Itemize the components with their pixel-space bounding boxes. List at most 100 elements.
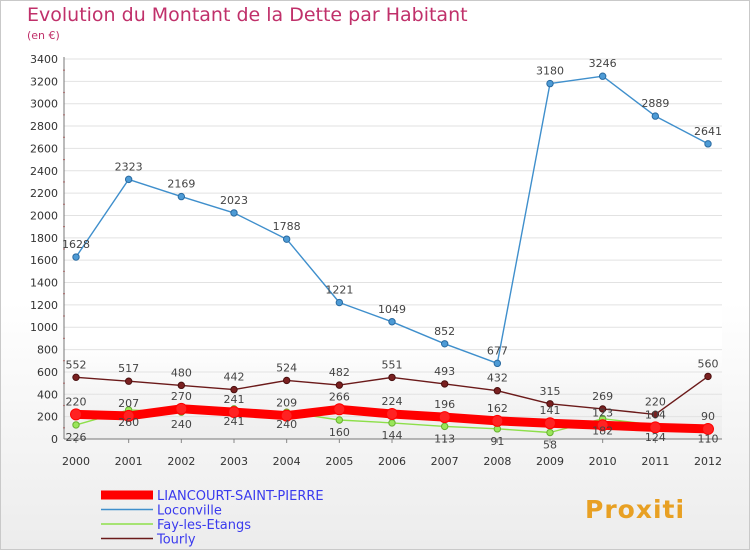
data-label: 677 — [487, 344, 508, 357]
data-point — [335, 381, 344, 389]
data-point — [493, 387, 502, 395]
data-label: 141 — [540, 404, 561, 417]
data-label: 551 — [382, 358, 403, 371]
data-label: 207 — [118, 397, 139, 410]
data-point — [177, 192, 186, 201]
data-label: 3180 — [536, 65, 564, 78]
data-label: 2641 — [694, 125, 722, 138]
data-point — [282, 235, 291, 243]
data-label: 220 — [66, 395, 87, 408]
data-label: 1788 — [273, 220, 301, 233]
data-point — [388, 373, 396, 382]
chart-title: Evolution du Montant de la Dette par Hab… — [27, 4, 468, 26]
data-label: 90 — [701, 410, 715, 423]
data-label: 552 — [66, 358, 87, 371]
legend: LIANCOURT-SAINT-PIERRELoconvilleFay-les-… — [101, 489, 324, 548]
x-tick-label: 2011 — [641, 455, 669, 468]
data-label: 432 — [487, 372, 508, 385]
x-tick-label: 2006 — [378, 455, 406, 468]
data-label: 160 — [329, 426, 350, 439]
data-label: 266 — [329, 390, 350, 403]
data-point — [546, 400, 554, 408]
plot-background — [64, 59, 722, 439]
y-tick-label: 600 — [37, 366, 58, 379]
data-point — [649, 421, 662, 434]
series-layer — [70, 72, 714, 437]
data-label: 196 — [434, 398, 455, 411]
data-label: 1221 — [325, 284, 353, 297]
legend-label: Fay-les-Etangs — [157, 518, 251, 533]
data-label: 240 — [171, 418, 192, 431]
y-tick-label: 2200 — [30, 187, 58, 200]
y-tick-label: 1200 — [30, 299, 58, 312]
axes: 0 200 400 600 800 1000 1200 1400 1600 1800 2000 220… — [30, 53, 722, 468]
data-label: 480 — [171, 366, 192, 379]
data-label: 1628 — [62, 238, 90, 251]
data-point — [440, 422, 449, 431]
data-labels: 220 207 270 241 209 266 224 196 162 141 123 104 90 16… — [62, 57, 722, 451]
data-label: 144 — [382, 429, 403, 442]
data-point — [175, 402, 188, 415]
y-tick-label: 2000 — [30, 209, 58, 222]
data-point — [230, 385, 238, 394]
data-label: 560 — [698, 357, 719, 370]
data-label: 260 — [118, 416, 139, 429]
data-label: 524 — [276, 361, 297, 374]
x-tick-label: 2002 — [167, 455, 195, 468]
data-point — [280, 409, 293, 422]
data-point — [228, 406, 240, 419]
gridlines — [64, 58, 722, 440]
data-point — [596, 419, 609, 432]
data-point — [335, 416, 344, 424]
legend-label: LIANCOURT-SAINT-PIERRE — [157, 489, 324, 504]
x-tick-label: 2008 — [483, 455, 511, 468]
x-tick-label: 2000 — [62, 455, 90, 468]
data-point — [491, 414, 504, 427]
data-point — [388, 419, 396, 427]
y-tick-label: 2400 — [30, 165, 58, 178]
data-label: 3246 — [589, 57, 617, 70]
data-point — [651, 112, 660, 120]
data-label: 113 — [434, 432, 455, 445]
y-tick-label: 1800 — [30, 232, 58, 245]
series-tourly — [72, 372, 712, 419]
y-tick-label: 2800 — [30, 120, 58, 133]
data-label: 220 — [645, 395, 666, 408]
data-label: 2169 — [167, 178, 195, 191]
y-tick-label: 1400 — [30, 277, 58, 290]
y-tick-label: 200 — [37, 411, 58, 424]
data-label: 209 — [276, 397, 297, 410]
data-point — [124, 377, 133, 385]
data-point — [335, 298, 344, 307]
data-point — [122, 409, 135, 422]
data-point — [177, 381, 186, 390]
data-label: 442 — [224, 371, 245, 384]
data-point — [72, 253, 80, 261]
data-point — [230, 209, 238, 217]
brand-logo: Proxiti — [585, 495, 685, 524]
data-point — [386, 407, 398, 420]
data-point — [72, 373, 80, 382]
data-label: 110 — [698, 433, 719, 446]
data-point — [598, 405, 607, 413]
data-label: 104 — [645, 408, 666, 421]
data-label: 241 — [224, 393, 245, 406]
data-label: 2889 — [641, 97, 669, 110]
y-tick-label: 400 — [37, 388, 58, 401]
data-point — [598, 72, 607, 80]
series-liancourt-saint-pierre — [70, 402, 714, 435]
x-tick-label: 2001 — [115, 455, 143, 468]
data-point — [704, 140, 712, 148]
y-tick-label: 1000 — [30, 321, 58, 334]
data-label: 58 — [543, 439, 557, 452]
data-point — [651, 410, 660, 419]
data-point — [438, 411, 451, 424]
data-label: 240 — [276, 418, 297, 431]
data-label: 517 — [118, 362, 139, 375]
data-point — [544, 417, 556, 430]
x-tick-label: 2005 — [325, 455, 353, 468]
data-label: 852 — [434, 325, 455, 338]
data-point — [493, 359, 502, 368]
data-point — [124, 175, 133, 184]
